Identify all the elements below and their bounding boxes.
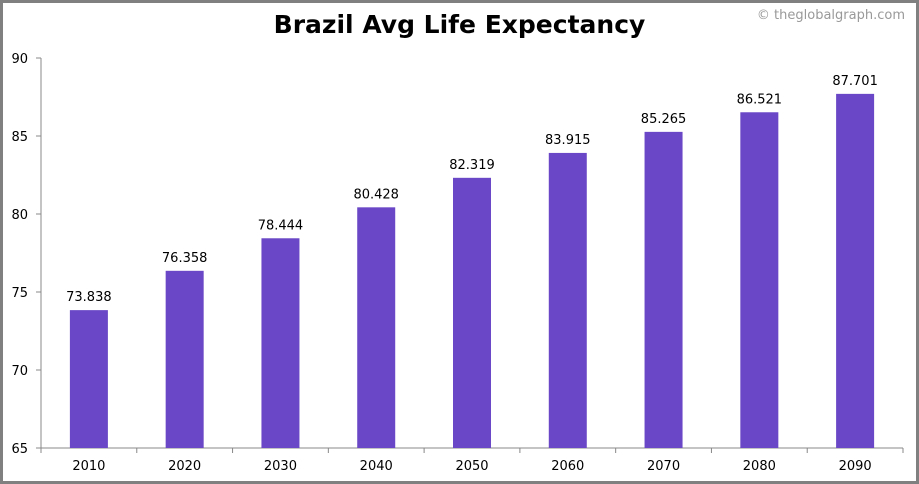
bar-2020 (165, 270, 204, 448)
y-tick-label: 70 (11, 364, 28, 379)
data-label-2050: 82.319 (449, 158, 495, 173)
chart-title: Brazil Avg Life Expectancy (273, 10, 646, 39)
y-tick-label: 65 (11, 442, 28, 457)
data-label-2070: 85.265 (641, 112, 687, 127)
data-label-2020: 76.358 (162, 251, 208, 266)
x-tick-label-2020: 2020 (168, 459, 201, 474)
bar-2010 (69, 310, 108, 448)
bar-2060 (548, 152, 587, 448)
data-label-2030: 78.444 (258, 218, 304, 233)
watermark: © theglobalgraph.com (756, 8, 905, 23)
x-tick-label-2060: 2060 (551, 459, 584, 474)
x-tick-label-2010: 2010 (72, 459, 105, 474)
y-tick-label: 90 (11, 52, 28, 67)
x-tick-label-2090: 2090 (839, 459, 872, 474)
y-tick-label: 80 (11, 208, 28, 223)
x-tick-label-2080: 2080 (743, 459, 776, 474)
x-tick-label-2030: 2030 (264, 459, 297, 474)
data-label-2010: 73.838 (66, 290, 112, 305)
data-label-2080: 86.521 (737, 92, 783, 107)
data-label-2040: 80.428 (353, 187, 399, 202)
data-label-2090: 87.701 (832, 74, 878, 89)
bar-2090 (836, 93, 875, 448)
bar-2030 (261, 238, 300, 448)
bar-2070 (644, 131, 683, 448)
data-label-2060: 83.915 (545, 133, 591, 148)
bar-2040 (357, 207, 396, 448)
bar-2050 (453, 177, 491, 448)
bar-2080 (740, 112, 779, 448)
y-tick-label: 85 (11, 130, 28, 145)
x-tick-label-2040: 2040 (360, 459, 393, 474)
x-tick-label-2070: 2070 (647, 459, 680, 474)
y-tick-label: 75 (11, 286, 28, 301)
x-tick-label-2050: 2050 (455, 459, 488, 474)
